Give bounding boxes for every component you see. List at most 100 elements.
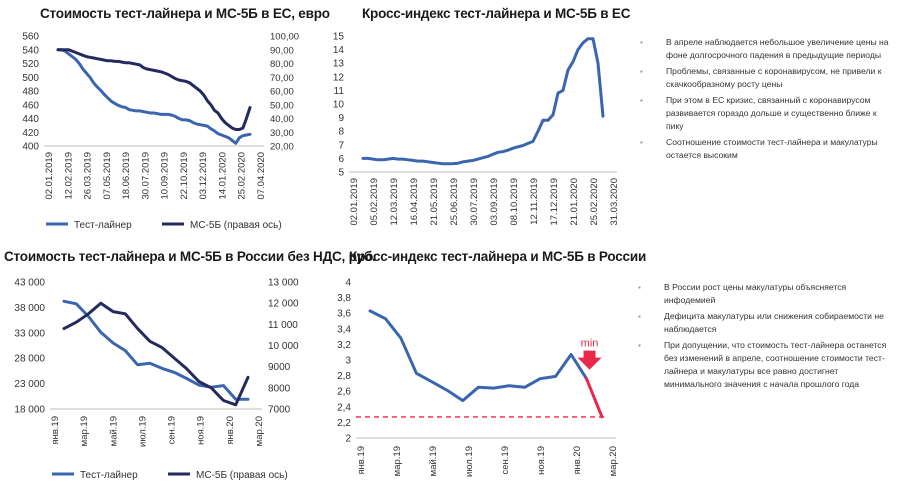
y-tick-label: 420 [22,128,39,139]
y-tick-label: 2,8 [337,371,351,382]
y-tick-label: 3,6 [337,309,351,320]
x-tick-label: 07.04.2020 [256,152,267,200]
note-ru-item: В России рост цены макулатуры объясняетс… [638,281,896,307]
x-tick-label: 30.07.2019 [469,178,480,226]
x-tick-label: 07.05.2019 [102,152,113,200]
x-tick-label: июл.19 [464,446,475,477]
y-tick-label: 11 [334,86,345,97]
legend-label: МС-5Б (правая ось) [196,470,288,481]
chart-title-ru-price: Стоимость тест-лайнера и МС-5Б в России … [4,249,376,264]
y-tick-label: 4 [345,278,351,289]
x-tick-label: 25.06.2019 [449,178,460,226]
chart-title-ru-cross: Кросс-индекс тест-лайнера и МС-5Б в Росс… [349,249,647,264]
x-tick-label: 12.03.2019 [389,178,400,226]
x-tick-label: 14.01.2020 [217,152,228,200]
y-tick-label: 8 [338,127,344,138]
note-ru-item: При допущении, что стоимость тест-лайнер… [638,339,896,391]
y-tick-label: 2,2 [337,418,351,429]
x-tick-label: 22.10.2019 [179,152,190,200]
y-tick-label: 3,8 [337,293,351,304]
y-tick-label: 540 [22,45,39,56]
y-tick-label: 23 000 [14,379,45,390]
y2-tick-label: 80,00 [270,59,294,70]
y-tick-label: 500 [22,73,39,84]
y2-tick-label: 30,00 [270,128,294,139]
x-tick-label: янв.20 [225,416,236,445]
y-tick-label: 2,4 [337,402,351,413]
y-tick-label: 28 000 [14,354,45,365]
x-tick-label: сен.19 [500,446,511,475]
x-tick-label: янв.19 [50,416,61,445]
x-tick-label: 21.05.2019 [429,178,440,226]
x-tick-label: 17.12.2019 [549,178,560,226]
legend-label: Тест-лайнер [80,470,138,481]
y-tick-label: 3,4 [337,324,351,335]
y-tick-label: 3 [345,356,351,367]
x-tick-label: 18.06.2019 [121,152,132,200]
x-tick-label: 03.09.2019 [489,178,500,226]
y2-tick-label: 40,00 [270,114,294,125]
series-line-1 [368,309,588,403]
x-tick-label: 21.01.2020 [569,178,580,226]
y-tick-label: 480 [22,87,39,98]
y-tick-label: 43 000 [14,278,45,289]
x-tick-label: 25.02.2020 [237,152,248,200]
series-line-2 [56,48,252,131]
x-tick-label: май.19 [108,416,119,446]
y2-tick-label: 50,00 [270,100,294,111]
series-line-2 [585,377,604,419]
y-tick-label: 5 [338,168,344,179]
x-tick-label: 26.03.2019 [83,152,94,200]
y-tick-label: 14 [333,45,345,56]
y2-tick-label: 20,00 [270,142,294,153]
y2-tick-label: 100,00 [270,32,299,43]
y-tick-label: 10 [333,100,345,111]
x-tick-label: ноя.19 [536,446,547,475]
y2-tick-label: 11 000 [268,320,298,331]
x-tick-label: 12.02.2019 [63,152,74,200]
y-tick-label: 460 [22,100,39,111]
series-line-2 [62,301,250,407]
y-tick-label: 33 000 [14,328,45,339]
x-tick-label: 08.10.2019 [509,178,520,226]
y2-tick-label: 8000 [268,383,291,394]
y2-tick-label: 70,00 [270,73,294,84]
y-tick-label: 18 000 [14,405,45,416]
x-tick-label: мар.19 [79,416,90,446]
notes-eu: В апреле наблюдается небольшое увеличени… [640,36,895,165]
y-tick-label: 6 [338,154,344,165]
legend-label: Тест-лайнер [74,220,132,231]
x-tick-label: сен.19 [167,416,178,445]
y-tick-label: 9 [338,113,344,124]
note-eu-item: Соотношение стоимости тест-лайнера и мак… [640,136,895,162]
y-tick-label: 400 [22,142,39,153]
x-tick-label: 30.07.2019 [140,152,151,200]
y2-tick-label: 12 000 [268,299,299,310]
series-line-1 [361,37,605,166]
y-tick-label: 15 [333,32,345,43]
x-tick-label: 02.01.2019 [349,178,360,226]
series-line-1 [62,299,250,401]
y2-tick-label: 9000 [268,362,291,373]
note-eu-item: В апреле наблюдается небольшое увеличени… [640,36,895,62]
x-tick-label: 12.11.2019 [529,178,540,225]
x-tick-label: 10.09.2019 [160,152,171,200]
y-tick-label: 3,2 [337,340,351,351]
x-tick-label: мар.19 [392,446,403,476]
legend-label: МС-5Б (правая ось) [190,220,282,231]
x-tick-label: 05.02.2019 [369,178,380,226]
series-line-1 [56,48,252,145]
x-tick-label: ноя.19 [196,416,207,445]
notes-ru: В России рост цены макулатуры объясняетс… [638,281,896,394]
x-tick-label: янв.19 [356,446,367,475]
y2-tick-label: 60,00 [270,87,294,98]
y-tick-label: 440 [22,114,39,125]
x-tick-label: мар.20 [254,416,265,446]
x-tick-label: янв.20 [572,446,583,475]
x-tick-label: 16.04.2019 [409,178,420,226]
y-tick-label: 38 000 [14,303,45,314]
